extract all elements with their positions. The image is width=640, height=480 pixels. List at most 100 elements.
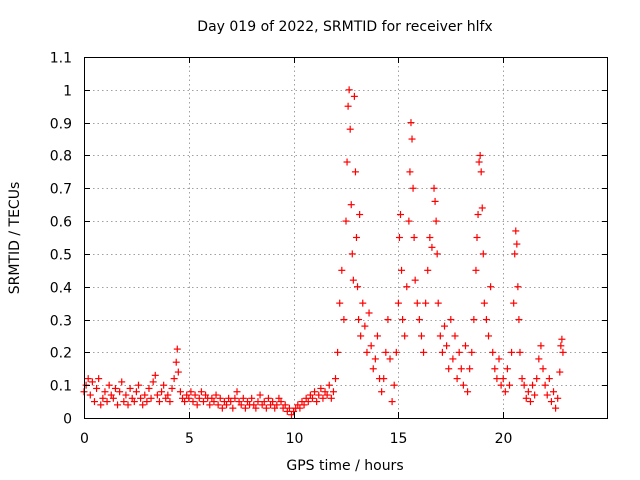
- data-point: [478, 204, 486, 212]
- data-point: [95, 375, 103, 383]
- data-point: [349, 276, 357, 284]
- data-point: [88, 378, 96, 386]
- data-point: [473, 234, 481, 241]
- data-point: [325, 381, 333, 389]
- data-point: [424, 266, 432, 274]
- data-point: [420, 348, 428, 356]
- x-tick-label: 5: [185, 431, 194, 447]
- data-point: [281, 401, 289, 409]
- data-point: [126, 384, 134, 392]
- data-point: [409, 184, 417, 192]
- data-point: [422, 299, 430, 307]
- data-point: [503, 365, 511, 373]
- data-point: [511, 250, 519, 258]
- data-point: [363, 348, 371, 356]
- data-point: [390, 381, 398, 389]
- data-point: [547, 398, 555, 406]
- plot-frame: [84, 57, 608, 419]
- y-tick-label: 0.2: [50, 346, 72, 362]
- data-point: [541, 381, 549, 389]
- data-point: [384, 316, 392, 324]
- data-point: [342, 217, 350, 225]
- data-point: [537, 342, 545, 350]
- data-point: [317, 384, 325, 392]
- data-point: [415, 316, 423, 324]
- data-point: [388, 398, 396, 406]
- data-point: [248, 394, 256, 402]
- data-point: [332, 375, 340, 383]
- data-point: [97, 401, 105, 409]
- data-point: [399, 316, 407, 324]
- data-point: [430, 184, 438, 192]
- data-point: [212, 391, 220, 399]
- data-point: [143, 398, 151, 406]
- data-point: [441, 322, 449, 330]
- data-point: [218, 404, 226, 412]
- data-point: [466, 365, 474, 373]
- data-point: [214, 401, 222, 409]
- data-point: [86, 391, 94, 399]
- data-point: [476, 151, 484, 159]
- data-point: [406, 168, 414, 176]
- data-point: [350, 92, 358, 100]
- data-point: [158, 388, 166, 396]
- data-point: [151, 371, 159, 379]
- data-point: [453, 375, 461, 383]
- data-point: [327, 394, 335, 402]
- data-point: [558, 335, 566, 343]
- data-point: [479, 250, 487, 258]
- data-point: [347, 201, 355, 209]
- y-tick-label: 1.1: [50, 51, 72, 67]
- x-tick-label: 0: [80, 431, 89, 447]
- axis-ticks: 0 0.1 0.2 0.3 0.4 0.5 0.6 0.7 0.8 0.9 1 1.1 0 5 10 15 20: [50, 51, 608, 447]
- data-point: [426, 234, 434, 241]
- data-point: [191, 391, 199, 399]
- data-point: [417, 332, 425, 340]
- data-point: [264, 394, 272, 402]
- data-point: [369, 365, 377, 373]
- data-point: [166, 398, 174, 406]
- data-point: [174, 368, 182, 376]
- data-point: [101, 388, 109, 396]
- data-point: [124, 401, 132, 409]
- data-point: [394, 299, 402, 307]
- data-point: [464, 388, 472, 396]
- data-point: [434, 299, 442, 307]
- x-tick-label: 10: [286, 431, 304, 447]
- data-point: [193, 401, 201, 409]
- data-point: [189, 398, 197, 406]
- data-point: [449, 355, 457, 363]
- data-point: [210, 398, 218, 406]
- data-point: [231, 394, 239, 402]
- data-point: [559, 348, 567, 356]
- data-point: [137, 394, 145, 402]
- y-tick-label: 0.5: [50, 248, 72, 264]
- data-point: [380, 375, 388, 383]
- data-point: [493, 375, 501, 383]
- data-point: [130, 398, 138, 406]
- chart-title: Day 019 of 2022, SRMTID for receiver hlf…: [197, 19, 492, 35]
- x-tick-label: 15: [390, 431, 408, 447]
- data-point: [99, 394, 107, 402]
- data-point: [304, 398, 312, 406]
- data-point: [382, 348, 390, 356]
- data-point: [262, 404, 270, 412]
- data-point: [487, 283, 495, 291]
- data-point: [371, 355, 379, 363]
- data-point: [229, 404, 237, 412]
- data-point: [386, 355, 394, 363]
- data-point: [495, 355, 503, 363]
- data-point: [472, 266, 480, 274]
- data-point: [396, 211, 404, 219]
- x-tick-label: 20: [495, 431, 513, 447]
- data-point: [357, 332, 365, 340]
- data-point: [252, 404, 260, 412]
- data-point: [147, 394, 155, 402]
- data-point: [344, 102, 352, 110]
- data-point: [311, 388, 319, 396]
- data-point: [499, 375, 507, 383]
- data-point: [109, 394, 117, 402]
- data-point: [313, 398, 321, 406]
- y-axis-label: SRMTID / TECUs: [7, 182, 23, 295]
- data-points: [80, 86, 567, 419]
